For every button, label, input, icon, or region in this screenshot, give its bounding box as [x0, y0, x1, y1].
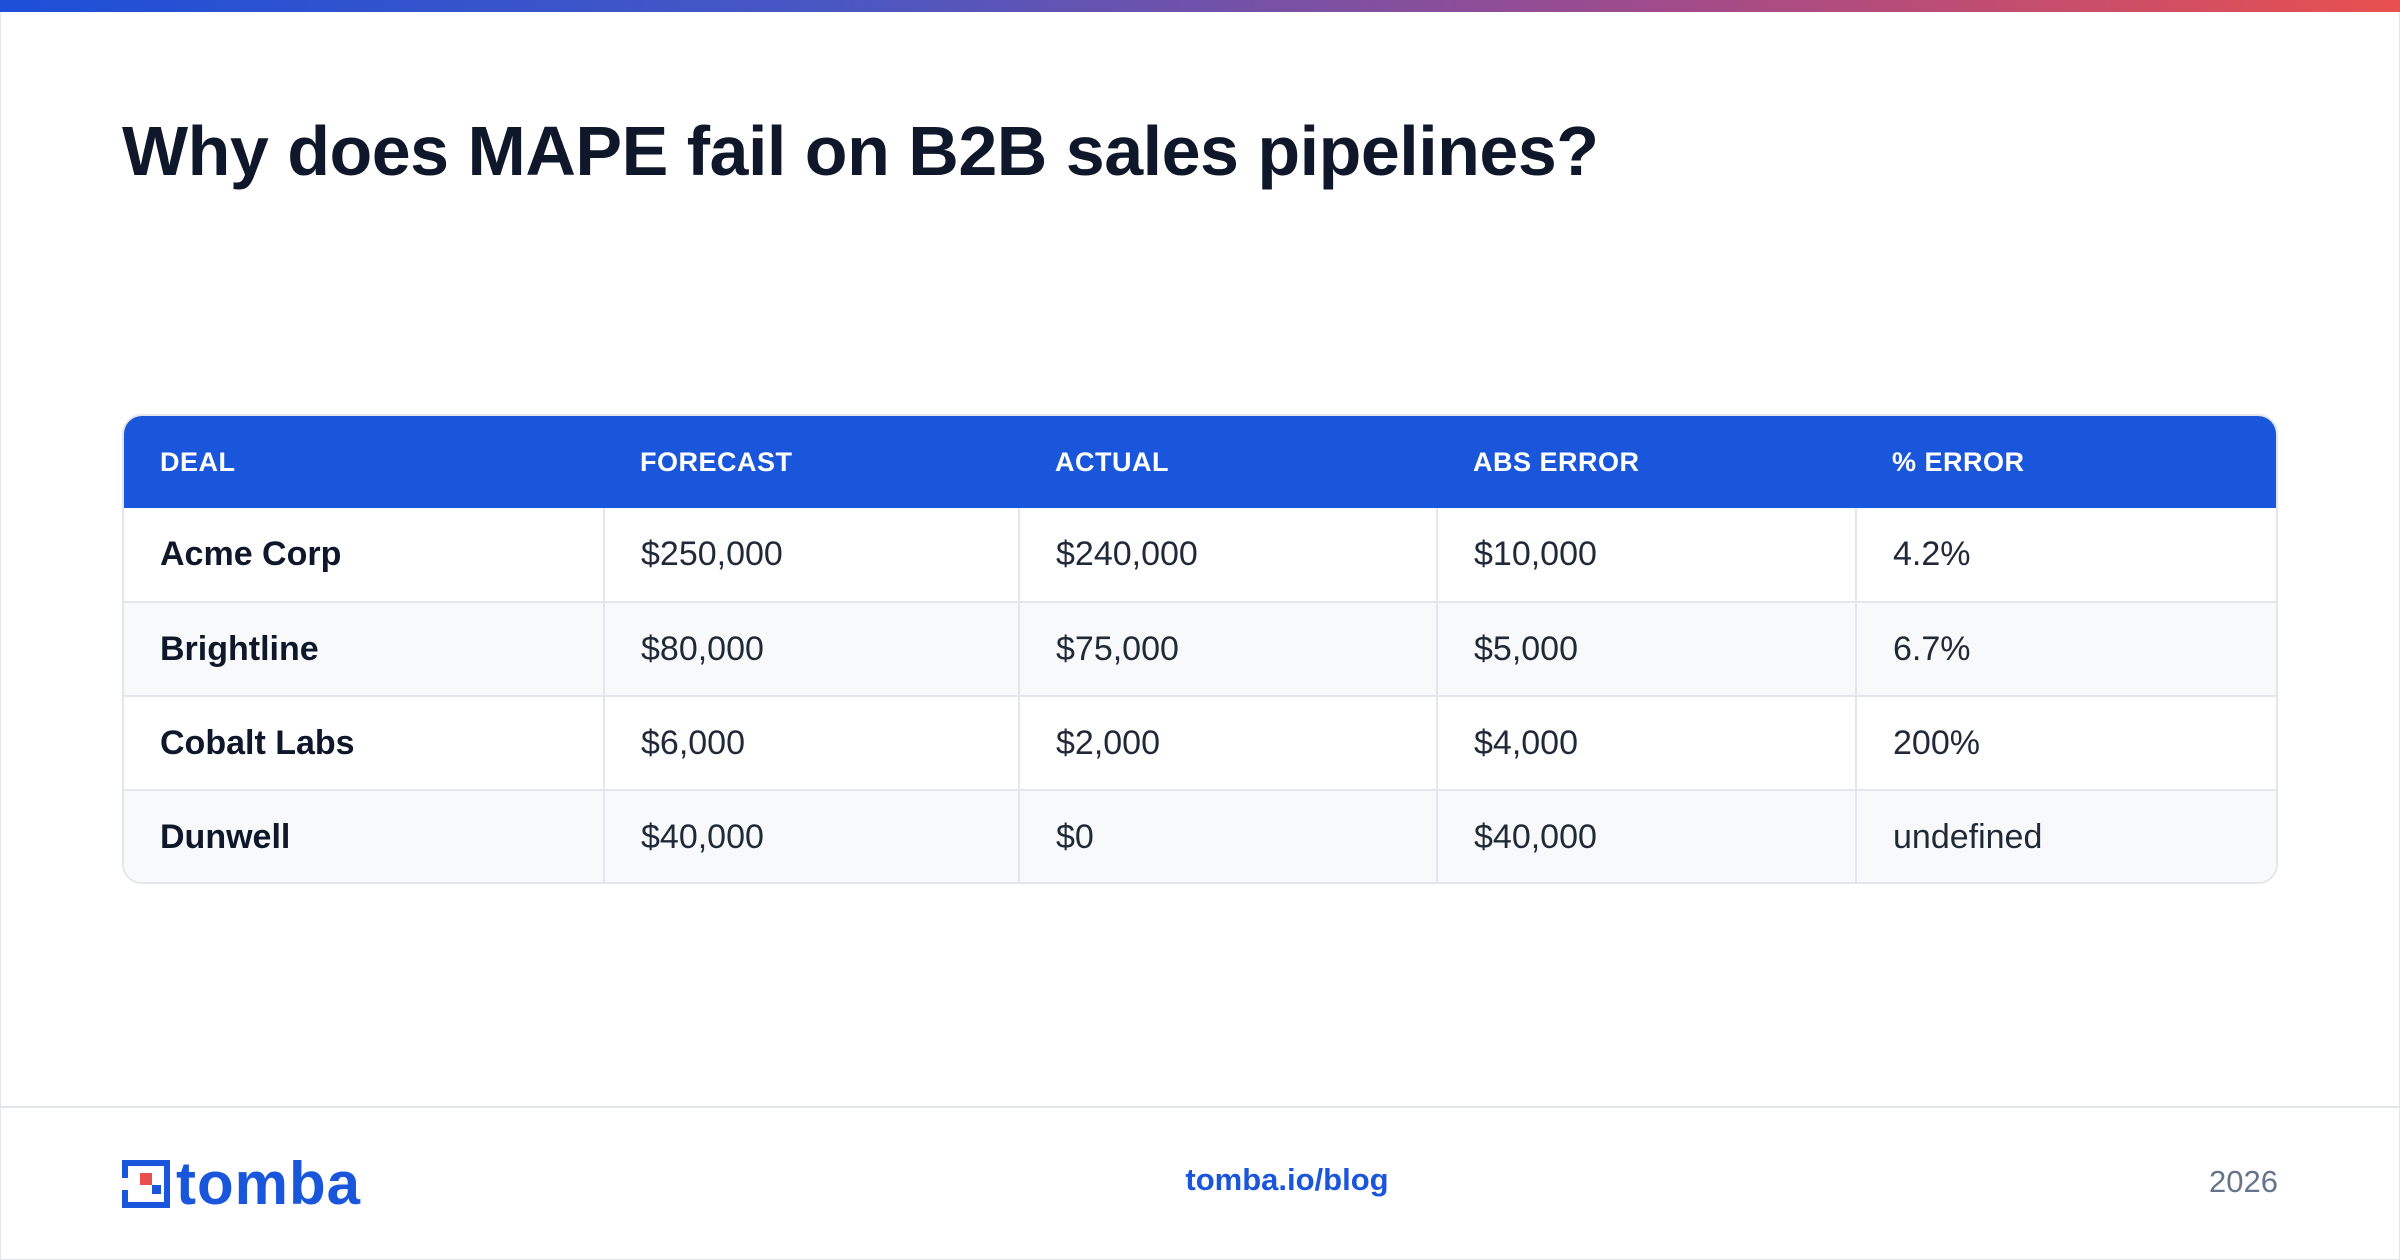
table-row: Acme Corp $250,000 $240,000 $10,000 4.2% [124, 508, 2276, 602]
page-title: Why does MAPE fail on B2B sales pipeline… [122, 112, 1599, 190]
gradient-top-bar [0, 0, 2400, 12]
cell-pct-error: undefined [1855, 789, 2276, 882]
tomba-logo-icon [122, 1160, 170, 1208]
cell-actual: $240,000 [1018, 508, 1437, 602]
logo-wordmark: tomba [176, 1150, 361, 1217]
comparison-table: DEAL FORECAST ACTUAL ABS ERROR % ERROR A… [122, 414, 2278, 884]
cell-pct-error: 4.2% [1855, 508, 2276, 602]
data-table: DEAL FORECAST ACTUAL ABS ERROR % ERROR A… [124, 416, 2276, 882]
cell-forecast: $40,000 [603, 789, 1019, 882]
cell-actual: $2,000 [1018, 695, 1437, 790]
cell-deal: Cobalt Labs [124, 695, 604, 790]
cell-actual: $0 [1018, 789, 1437, 882]
cell-abs-error: $10,000 [1436, 508, 1856, 602]
header-forecast: FORECAST [640, 446, 793, 477]
table-row: Dunwell $40,000 $0 $40,000 undefined [124, 789, 2276, 882]
cell-deal: Acme Corp [160, 535, 342, 573]
cell-pct-error: 200% [1855, 695, 2276, 790]
cell-actual: $75,000 [1018, 601, 1437, 696]
cell-deal: Brightline [124, 601, 604, 696]
cell-abs-error: $4,000 [1436, 695, 1856, 790]
cell-forecast: $250,000 [603, 508, 1019, 602]
header-abs-error: ABS ERROR [1473, 446, 1640, 477]
header-pct-error: % ERROR [1892, 446, 2025, 477]
cell-abs-error: $5,000 [1436, 601, 1856, 696]
tomba-logo[interactable]: tomba [122, 1150, 361, 1217]
cell-forecast: $80,000 [603, 601, 1019, 696]
footer-divider [0, 1106, 2400, 1108]
blog-link[interactable]: tomba.io/blog [1185, 1162, 1389, 1197]
header-actual: ACTUAL [1055, 446, 1169, 477]
footer-year: 2026 [2209, 1164, 2278, 1199]
cell-deal: Dunwell [124, 789, 604, 882]
cell-pct-error: 6.7% [1855, 601, 2276, 696]
cell-forecast: $6,000 [603, 695, 1019, 790]
table-header-row: DEAL FORECAST ACTUAL ABS ERROR % ERROR [124, 416, 2276, 508]
table-row: Cobalt Labs $6,000 $2,000 $4,000 200% [124, 695, 2276, 790]
table-row: Brightline $80,000 $75,000 $5,000 6.7% [124, 601, 2276, 696]
header-deal: DEAL [160, 446, 236, 477]
cell-abs-error: $40,000 [1436, 789, 1856, 882]
